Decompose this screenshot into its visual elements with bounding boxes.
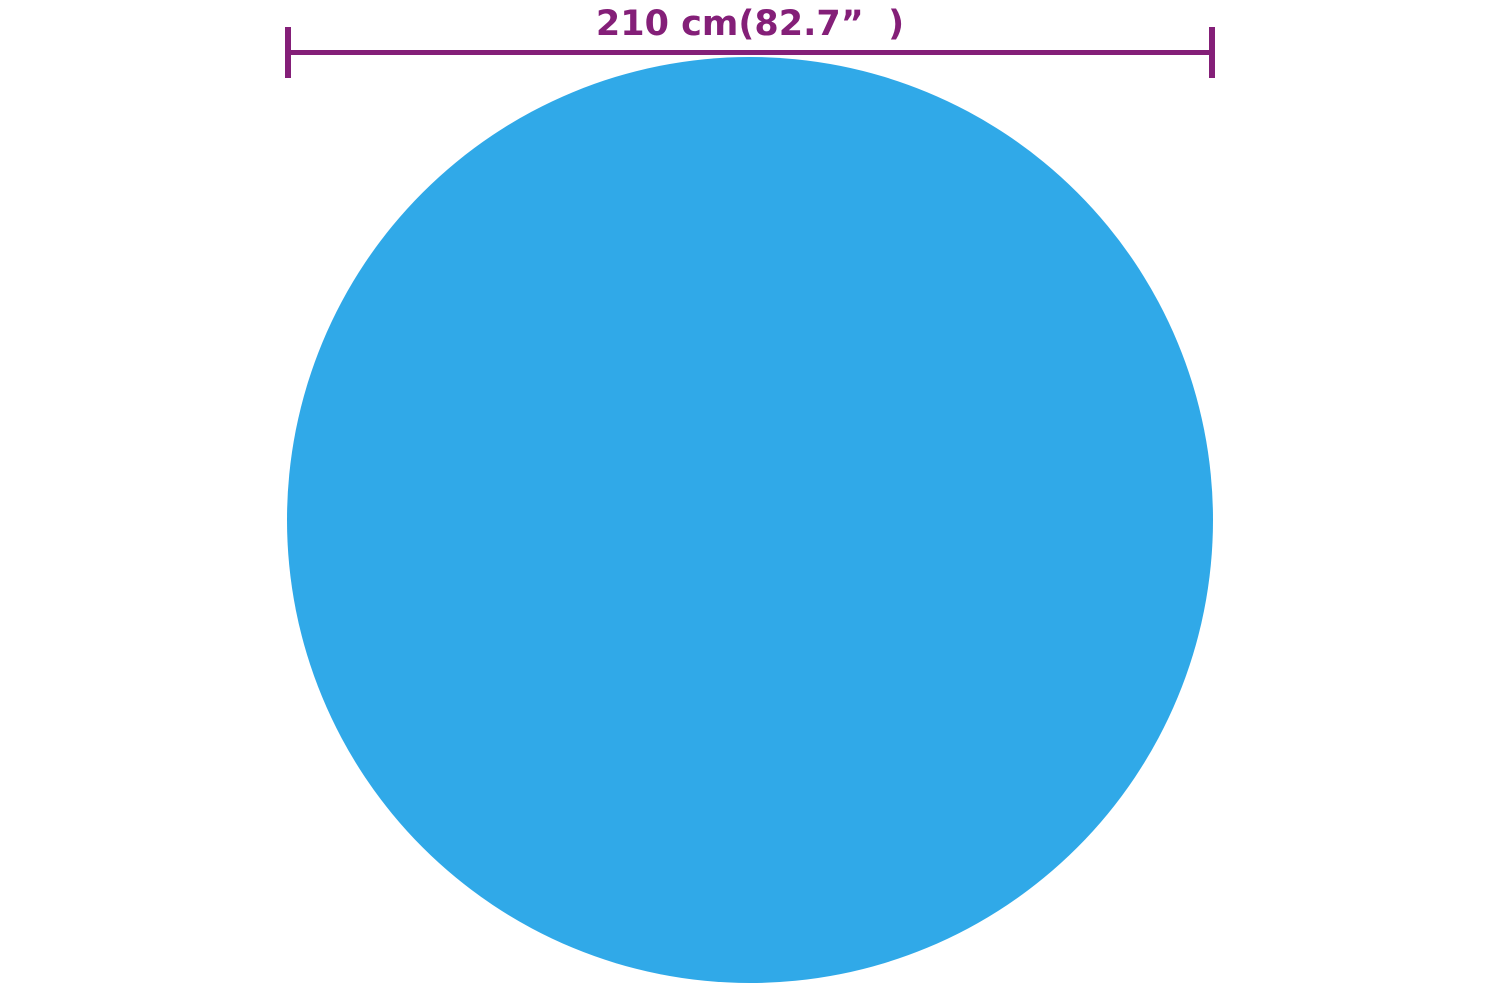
dimension-line (287, 50, 1213, 55)
dimension-endcap-left (285, 27, 291, 78)
dimension-endcap-right (1209, 27, 1215, 78)
dimension-annotation: 210 cm(82.7” ) (0, 0, 1500, 90)
dimension-label: 210 cm(82.7” ) (595, 4, 905, 44)
pool-cover-circle (287, 57, 1213, 983)
